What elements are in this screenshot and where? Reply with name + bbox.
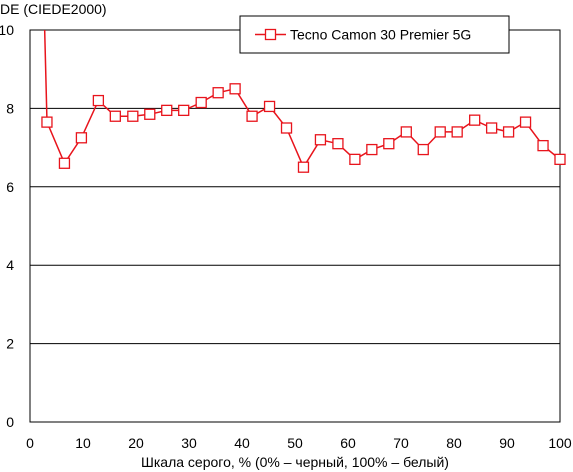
data-point (417, 143, 429, 156)
data-point (41, 116, 53, 128)
data-point (519, 116, 532, 128)
y-tick-labels: 0 2 4 6 8 10 (0, 22, 14, 430)
legend: Tecno Camon 30 Premier 5G (239, 15, 510, 54)
data-point (195, 96, 207, 109)
legend-marker (264, 28, 277, 41)
y-axis-title: DE (CIEDE2000) (0, 1, 107, 17)
data-point (400, 126, 412, 138)
data-point (469, 114, 481, 126)
data-point (502, 126, 515, 138)
x-tick-40: 40 (234, 435, 250, 451)
x-tick-80: 80 (446, 435, 462, 451)
data-point (537, 139, 549, 152)
data-point (366, 143, 378, 156)
data-point (58, 157, 71, 169)
x-tick-60: 60 (340, 435, 356, 451)
x-tick-20: 20 (128, 435, 144, 451)
plot-frame (29, 29, 561, 423)
data-point (332, 138, 344, 150)
data-point (229, 83, 241, 95)
x-tick-0: 0 (26, 435, 34, 451)
data-point (246, 110, 258, 122)
data-point (383, 138, 395, 150)
data-point (280, 122, 293, 134)
x-tick-30: 30 (181, 435, 197, 451)
x-axis-title: Шкала серого, % (0% – черный, 100% – бел… (141, 454, 449, 470)
y-tick-8: 8 (6, 100, 14, 116)
data-point (485, 122, 498, 134)
data-point (212, 87, 224, 99)
data-point (109, 110, 121, 122)
data-point (178, 104, 190, 117)
x-tick-labels: 0 10 20 30 40 50 60 70 80 90 100 (26, 435, 572, 451)
data-point (297, 161, 310, 173)
data-point (263, 100, 276, 113)
y-tick-10: 10 (0, 22, 14, 38)
x-tick-70: 70 (393, 435, 409, 451)
data-point (75, 132, 88, 144)
y-tick-6: 6 (6, 179, 14, 195)
data-point (127, 110, 139, 122)
grid-lines (30, 29, 560, 345)
data-point (451, 126, 463, 138)
data-point (554, 153, 566, 166)
data-point (349, 153, 361, 166)
y-tick-0: 0 (6, 414, 14, 430)
x-tick-10: 10 (75, 435, 91, 451)
y-tick-2: 2 (6, 336, 14, 352)
data-point (144, 108, 156, 120)
x-tick-90: 90 (499, 435, 515, 451)
y-tick-4: 4 (6, 257, 14, 273)
data-point (92, 94, 105, 107)
x-tick-50: 50 (287, 435, 303, 451)
data-point (161, 104, 173, 117)
data-point (314, 134, 327, 146)
series-layer (41, 30, 566, 173)
x-tick-100: 100 (548, 435, 572, 451)
data-point (434, 126, 446, 138)
legend-label: Tecno Camon 30 Premier 5G (290, 27, 471, 43)
